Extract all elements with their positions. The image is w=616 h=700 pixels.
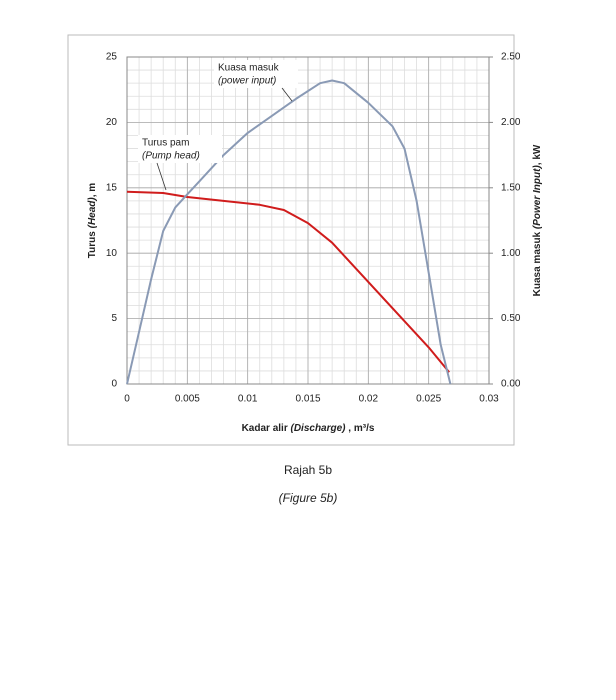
annotation: Turus pam (142, 138, 189, 149)
y-tick-label: 20 (106, 117, 118, 128)
x-axis-label-part: (Discharge) (291, 423, 347, 434)
x-tick-label: 0.015 (295, 394, 320, 405)
y-tick-label: 15 (106, 182, 118, 193)
y-axis-label-part: , m (87, 183, 98, 198)
y2-tick-label: 2.50 (501, 52, 521, 63)
y-tick-label: 25 (106, 52, 118, 63)
caption-en: (Figure 5b) (279, 491, 338, 505)
x-axis-label-part: , m³/s (346, 423, 375, 434)
annotation: Kuasa masuk (218, 63, 280, 74)
x-tick-label: 0.025 (416, 394, 441, 405)
y-axis-label-part: (Head) (87, 197, 98, 229)
plot-border (126, 56, 490, 385)
y-tick-label: 0 (111, 379, 117, 390)
x-tick-label: 0.02 (359, 394, 379, 405)
annotation: (Pump head) (142, 151, 200, 162)
x-tick-label: 0.005 (175, 394, 200, 405)
x-axis-label: Kadar alir (Discharge) , m³/s (242, 423, 375, 434)
series-line (126, 190, 450, 373)
annotation-leader (156, 162, 167, 191)
y-axis-label: Turus (Head), m (87, 183, 98, 259)
x-axis-label-part: Kadar alir (242, 423, 291, 434)
y2-tick-label: 1.50 (501, 182, 521, 193)
y2-tick-label: 0.50 (501, 313, 521, 324)
x-tick-label: 0 (124, 394, 130, 405)
y2-axis-label-part: Kuasa masuk (532, 229, 543, 296)
x-tick-label: 0.03 (479, 394, 499, 405)
y2-axis-label-part: , kW (532, 144, 543, 165)
x-tick-label: 0.01 (238, 394, 258, 405)
y-tick-label: 5 (111, 313, 117, 324)
y-tick-label: 10 (106, 248, 118, 259)
series-line (126, 79, 452, 385)
y2-axis-label: Kuasa masuk (Power Input), kW (532, 144, 543, 296)
annotation-box (214, 60, 298, 88)
caption: Rajah 5b (284, 463, 332, 477)
annotation-leader (281, 87, 293, 102)
y2-axis-label-part: (Power Input) (532, 165, 543, 230)
y2-tick-label: 0.00 (501, 379, 521, 390)
annotation-box (138, 135, 222, 163)
annotation: (power input) (218, 76, 276, 87)
y2-tick-label: 1.00 (501, 248, 521, 259)
y2-tick-label: 2.00 (501, 117, 521, 128)
y-axis-label-part: Turus (87, 228, 98, 258)
